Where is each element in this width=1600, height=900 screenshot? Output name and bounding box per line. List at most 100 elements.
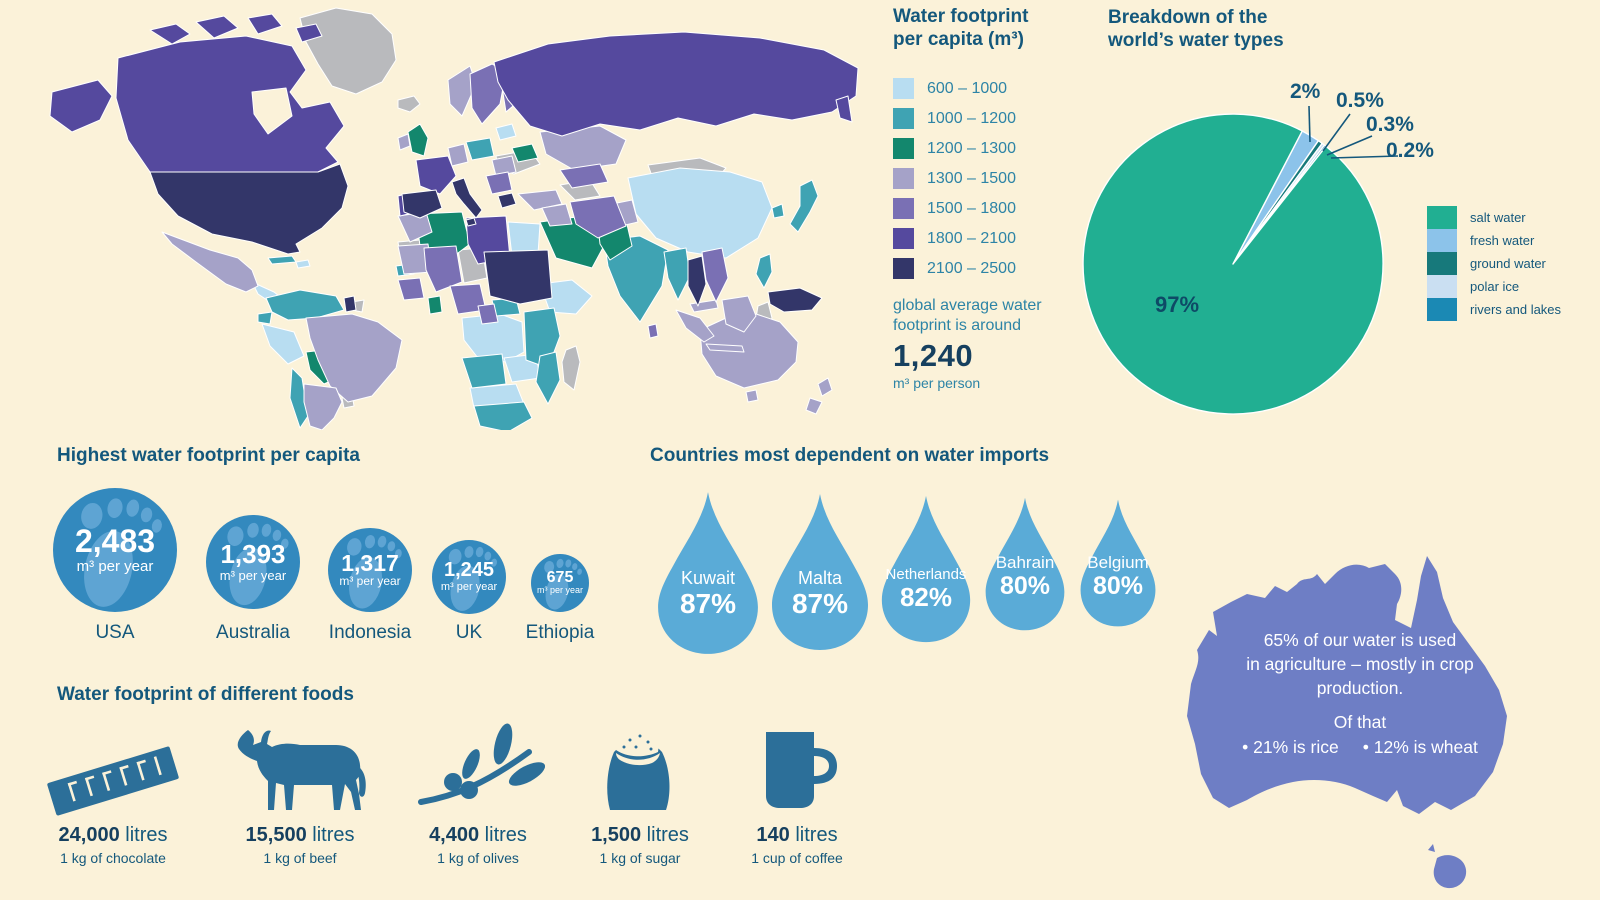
cow-icon (237, 730, 366, 810)
footprint-circle-usa: 2,483 m³ per year (53, 488, 177, 612)
chocolate-bar-icon (47, 746, 179, 816)
footprint-value: 2,483 (74, 522, 156, 559)
australia-text-block: 65% of our water is used in agriculture … (1195, 628, 1525, 759)
pie-legend-swatch (1427, 252, 1457, 275)
drop-country: Bahrain (995, 553, 1055, 572)
legend-row: 600 – 1000 (893, 74, 1083, 104)
map-legend-rows: 600 – 1000 1000 – 1200 1200 – 1300 1300 … (893, 74, 1083, 284)
pie-legend: salt water fresh water ground water pola… (1427, 206, 1561, 321)
global-average-text: global average water footprint is around (893, 296, 1083, 336)
drop-percent: 80% (1092, 571, 1144, 600)
pie-slice-salt-water (1082, 113, 1384, 415)
map-legend: Water footprint per capita (m³) 600 – 10… (893, 6, 1083, 391)
footprint-value: 1,317 (341, 550, 399, 577)
food-number: 4,400 (429, 824, 480, 846)
legend-label: 1300 – 1500 (927, 169, 1016, 187)
drop-label-malta: Malta 87% (760, 568, 880, 619)
food-caption-olives: 1 kg of olives (437, 850, 519, 866)
legend-row: 1000 – 1200 (893, 104, 1083, 134)
australia-bullets: • 21% is rice • 12% is wheat (1195, 735, 1525, 759)
pie-legend-swatch (1427, 275, 1457, 298)
footprint-value: 1,393 (220, 539, 286, 570)
drop-label-bahrain: Bahrain 80% (965, 553, 1085, 600)
world-choropleth-map (49, 7, 859, 430)
legend-row: 2100 – 2500 (893, 254, 1083, 284)
pie-callout-polar-ice: 0.3% (1366, 113, 1414, 136)
food-unit: litres (641, 824, 689, 846)
footprint-country-australia: Australia (216, 622, 290, 643)
pie-legend-swatch (1427, 206, 1457, 229)
food-value-olives: 4,400 litres (393, 824, 563, 847)
drop-label-netherlands: Netherlands 82% (866, 566, 986, 612)
drop-country: Malta (797, 568, 842, 588)
map-legend-title-line1: Water footprint (893, 6, 1029, 27)
global-average-line1: global average water (893, 296, 1042, 314)
food-value-coffee: 140 litres (712, 824, 882, 847)
pie-title-line2: world’s water types (1108, 29, 1284, 51)
hudson-bay-cutout (251, 87, 293, 135)
australia-line3: production. (1316, 678, 1404, 699)
leader-line-0-2pct (1330, 155, 1399, 159)
global-average-value: 1,240 (893, 337, 974, 373)
imports-title: Countries most dependent on water import… (650, 445, 1050, 466)
legend-label: 2100 – 2500 (927, 259, 1016, 277)
map-legend-title-line2: per capita (m³) (893, 28, 1024, 50)
map-regions-1300-1500 (161, 65, 833, 430)
pie-callout-ground-water: 0.5% (1336, 89, 1384, 112)
legend-swatch (893, 258, 914, 280)
legend-swatch (893, 228, 914, 250)
leader-line-0-5pct (1322, 113, 1351, 152)
pie-legend-label: fresh water (1470, 233, 1535, 248)
legend-swatch (893, 138, 914, 160)
legend-row: 1800 – 2100 (893, 224, 1083, 254)
drop-country: Belgium (1087, 553, 1149, 572)
drop-label-belgium: Belgium 80% (1058, 553, 1178, 600)
footprint-value: 675 (546, 568, 574, 586)
drop-country: Netherlands (885, 566, 967, 583)
pie-legend-swatch (1427, 298, 1457, 321)
map-regions-1800-2100 (49, 13, 859, 265)
pie-legend-label: rivers and lakes (1470, 302, 1562, 317)
coffee-mug-icon (766, 732, 837, 808)
pie-legend-label: polar ice (1470, 279, 1520, 294)
leader-line-2pct (1308, 105, 1311, 143)
footprint-country-ethiopia: Ethiopia (525, 622, 595, 643)
legend-swatch (893, 108, 914, 130)
food-unit: litres (789, 824, 838, 846)
pie-callout-rivers-lakes: 0.2% (1386, 139, 1434, 162)
footprint-unit: m³ per year (219, 567, 287, 583)
food-number: 1,500 (591, 824, 642, 846)
food-value-beef: 15,500 litres (215, 824, 385, 847)
pie-legend-row: rivers and lakes (1427, 298, 1561, 321)
pie-legend-row: salt water (1427, 206, 1561, 229)
leader-line-0-3pct (1326, 135, 1373, 156)
footprint-circle-australia: 1,393 m³ per year (206, 515, 300, 609)
pie-leader-lines (1308, 105, 1399, 159)
foods-title: Water footprint of different foods (57, 684, 354, 705)
food-number: 15,500 (245, 824, 307, 846)
food-unit: litres (479, 824, 527, 846)
food-caption-chocolate: 1 kg of chocolate (60, 850, 166, 866)
legend-swatch (893, 198, 914, 220)
pie-legend-row: fresh water (1427, 229, 1561, 252)
legend-label: 1800 – 2100 (927, 229, 1016, 247)
global-average-line2: footprint is around (893, 316, 1022, 334)
olive-branch-icon (418, 723, 545, 805)
pie-title-line1: Breakdown of the (1108, 7, 1268, 28)
australia-line1: 65% of our water is used (1263, 630, 1457, 650)
drop-percent: 87% (679, 587, 737, 619)
legend-row: 1500 – 1800 (893, 194, 1083, 224)
footprint-country-uk: UK (455, 622, 483, 643)
footprint-circle-uk: 1,245 m³ per year (432, 540, 506, 614)
drop-country: Kuwait (680, 568, 736, 588)
drop-percent: 80% (999, 571, 1051, 600)
legend-swatch (893, 168, 914, 190)
food-caption-coffee: 1 cup of coffee (751, 850, 843, 866)
food-caption-sugar: 1 kg of sugar (599, 850, 681, 866)
australia-map-shape (1187, 556, 1507, 889)
water-types-pie-chart (1082, 113, 1384, 415)
legend-swatch (893, 78, 914, 100)
footprint-country-usa: USA (95, 622, 135, 643)
sugar-sack-icon (607, 730, 670, 810)
